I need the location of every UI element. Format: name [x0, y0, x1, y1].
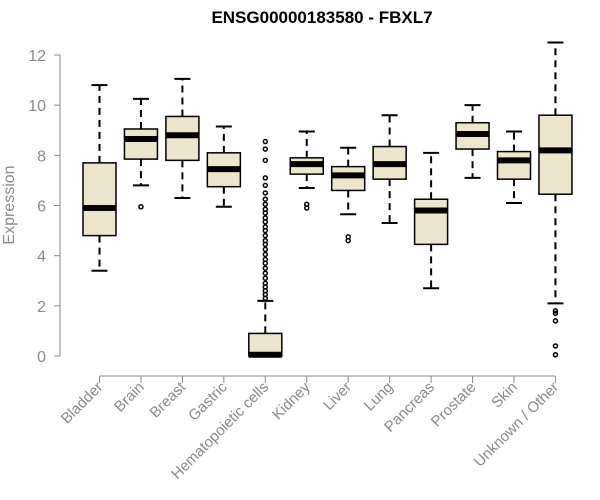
box-iqr: [123, 128, 159, 160]
x-tick-label: Prostate: [428, 379, 480, 431]
box-iqr: [330, 165, 366, 192]
outlier-point: [262, 157, 269, 164]
box-brain: [123, 97, 159, 210]
box-skin: [496, 130, 532, 204]
outlier-point: [262, 232, 269, 239]
outlier-point: [262, 146, 269, 152]
y-tick-label: 12: [28, 48, 46, 65]
outlier-point: [262, 138, 269, 145]
x-tick-label: Lung: [361, 379, 397, 415]
x-tick-label: Liver: [320, 379, 355, 414]
outlier-point: [262, 280, 269, 287]
box-pancreas: [413, 151, 449, 290]
box-unknown-other: [538, 41, 573, 358]
y-tick-label: 0: [37, 349, 46, 366]
box-iqr: [82, 162, 117, 237]
outlier-point: [552, 343, 559, 349]
outlier-point: [262, 256, 269, 263]
x-tick-label: Brain: [111, 379, 148, 416]
x-tick-label: Breast: [147, 378, 190, 421]
outlier-point: [262, 270, 269, 276]
x-tick-label: Skin: [488, 379, 521, 412]
y-tick-label: 4: [37, 249, 46, 266]
y-tick-label: 10: [28, 98, 46, 115]
outlier-point: [262, 275, 269, 281]
box-hematopoietic-cells: [248, 138, 283, 358]
boxes-group: [82, 41, 573, 358]
outlier-point: [262, 201, 269, 207]
box-kidney: [289, 130, 324, 211]
outlier-point: [262, 190, 269, 196]
x-tick-label: Bladder: [58, 379, 107, 428]
y-axis-label: Expression: [1, 165, 18, 244]
box-liver: [330, 146, 366, 244]
box-lung: [372, 114, 407, 225]
outlier-point: [262, 265, 269, 271]
outlier-point: [262, 237, 269, 244]
box-iqr: [496, 150, 532, 180]
box-prostate: [455, 104, 490, 179]
x-tick-label: Kidney: [269, 378, 314, 423]
box-iqr: [165, 115, 200, 162]
outlier-point: [345, 237, 351, 244]
box-breast: [165, 77, 200, 199]
box-bladder: [82, 84, 117, 272]
outlier-point: [552, 351, 559, 358]
outlier-point: [552, 310, 559, 317]
outlier-point: [304, 205, 310, 211]
outlier-point: [262, 246, 269, 253]
outlier-point: [552, 318, 559, 324]
outlier-point: [138, 204, 144, 210]
box-iqr: [413, 198, 449, 246]
outlier-point: [262, 206, 269, 213]
y-tick-label: 8: [37, 148, 46, 165]
outlier-point: [262, 215, 269, 221]
outlier-point: [262, 196, 269, 202]
outlier-point: [262, 175, 269, 181]
outlier-point: [262, 224, 269, 230]
box-iqr: [538, 114, 573, 195]
outlier-point: [262, 251, 269, 258]
chart-title: ENSG00000183580 - FBXL7: [211, 8, 432, 27]
box-gastric: [206, 125, 242, 208]
y-tick-label: 2: [37, 299, 46, 316]
outlier-point: [552, 308, 559, 314]
y-tick-label: 6: [37, 199, 46, 216]
outlier-point: [262, 182, 269, 189]
